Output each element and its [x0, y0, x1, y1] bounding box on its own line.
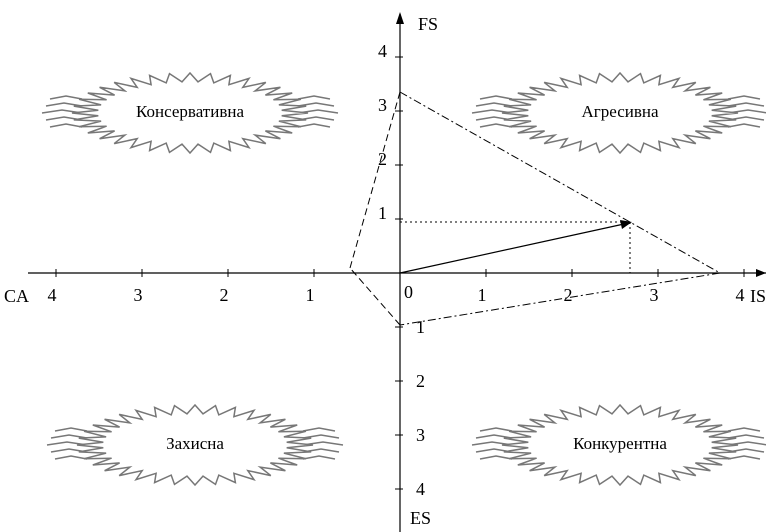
burst-stripe [49, 95, 83, 100]
burst-stripe [49, 123, 83, 128]
tick-label: 4 [378, 41, 387, 61]
burst-stripe [479, 427, 513, 432]
quadrant-burst: Конкурентна [471, 403, 766, 487]
burst-stripe [302, 427, 336, 432]
axis-right: IS [750, 286, 766, 306]
burst [71, 71, 309, 155]
quadrant-burst: Захисна [46, 403, 344, 487]
tick-label: 2 [564, 285, 573, 305]
burst-stripe [50, 434, 88, 439]
burst-stripe [727, 434, 765, 439]
burst-stripe [727, 102, 765, 107]
ticks: 1 2 3 4 1 2 3 4 1 2 3 4 1 2 3 4 [48, 41, 745, 499]
axis-left: CA [4, 286, 29, 306]
burst-stripe [297, 102, 335, 107]
burst [501, 71, 739, 155]
burst-stripe [302, 434, 340, 439]
quadrant-burst: Консервативна [41, 71, 339, 155]
edge-ca-fs [349, 91, 401, 269]
tick-label: 1 [378, 203, 387, 223]
burst-stripe [54, 427, 88, 432]
burst [501, 403, 739, 487]
tick-label: 4 [736, 285, 745, 305]
tick-label: 1 [478, 285, 487, 305]
tick-label: 3 [416, 425, 425, 445]
burst-stripe [302, 455, 336, 460]
burst-stripe [45, 102, 83, 107]
burst [76, 403, 314, 487]
burst-stripe [479, 123, 513, 128]
quadrant-label: Конкурентна [573, 434, 667, 453]
tick-label: 3 [134, 285, 143, 305]
tick-label: 1 [416, 317, 425, 337]
axis-bottom: ES [410, 508, 431, 528]
tick-label: 4 [48, 285, 57, 305]
tick-label: 2 [378, 149, 387, 169]
axis-top: FS [418, 14, 438, 34]
tick-label: 1 [306, 285, 315, 305]
quadrant-label: Консервативна [136, 102, 244, 121]
tick-label: 2 [220, 285, 229, 305]
quadrant-label: Захисна [166, 434, 224, 453]
tick-label: 4 [416, 479, 425, 499]
quadrant-label: Агресивна [581, 102, 658, 121]
shapes: Консервативна Агресивна Захисна Конкурентна [41, 71, 766, 487]
burst-stripe [727, 123, 761, 128]
burst-stripe [54, 455, 88, 460]
x-arrow [756, 269, 766, 277]
edge-fs-is [399, 91, 721, 274]
edge-es-ca [349, 267, 401, 326]
burst-stripe [479, 95, 513, 100]
quadrant-burst: Агресивна [471, 71, 766, 155]
burst-stripe [475, 102, 513, 107]
vector-arrow [620, 220, 632, 229]
tick-label: 3 [650, 285, 659, 305]
burst-stripe [479, 455, 513, 460]
burst-stripe [727, 427, 761, 432]
burst-stripe [727, 455, 761, 460]
tick-label: 3 [378, 95, 387, 115]
burst-stripe [475, 434, 513, 439]
origin-label: 0 [404, 282, 413, 302]
burst-stripe [297, 95, 331, 100]
vector [399, 223, 625, 274]
tick-label: 2 [416, 371, 425, 391]
burst-stripe [297, 123, 331, 128]
y-arrow [396, 12, 404, 24]
edge-is-es [399, 272, 721, 326]
burst-stripe [727, 95, 761, 100]
